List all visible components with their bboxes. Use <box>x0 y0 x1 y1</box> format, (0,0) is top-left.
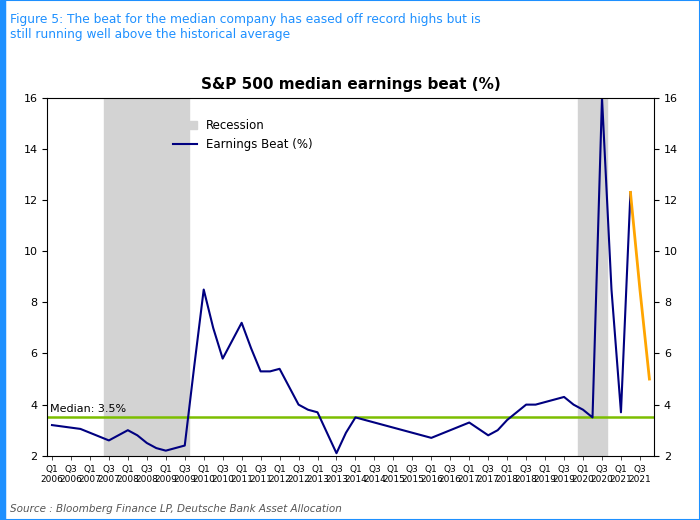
Bar <box>104 98 190 456</box>
Legend: Recession, Earnings Beat (%): Recession, Earnings Beat (%) <box>169 114 318 155</box>
Text: Source : Bloomberg Finance LP, Deutsche Bank Asset Allocation: Source : Bloomberg Finance LP, Deutsche … <box>10 504 342 514</box>
Bar <box>578 98 607 456</box>
Title: S&P 500 median earnings beat (%): S&P 500 median earnings beat (%) <box>201 77 500 93</box>
Text: Median: 3.5%: Median: 3.5% <box>50 404 127 413</box>
Text: Figure 5: The beat for the median company has eased off record highs but is
stil: Figure 5: The beat for the median compan… <box>10 13 482 41</box>
